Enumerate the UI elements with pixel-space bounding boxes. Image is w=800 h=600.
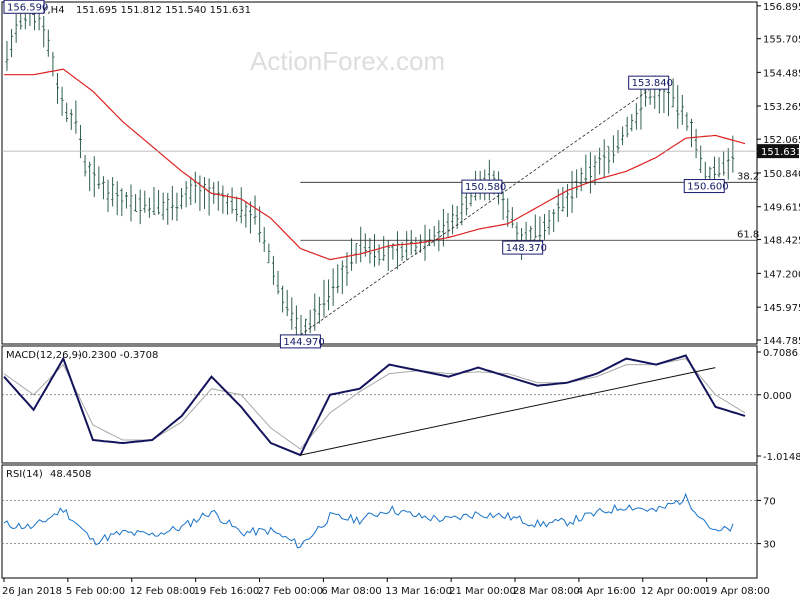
- price-annotation-box: [502, 240, 544, 255]
- price-tick-label: 155.705: [763, 35, 800, 46]
- price-annotation-box: [3, 0, 45, 14]
- rsi-tick-label: 70: [763, 496, 776, 507]
- macd-signal-line: [3, 358, 746, 450]
- price-tick-label: 154.485: [763, 68, 800, 79]
- moving-average-line: [4, 68, 746, 261]
- macd-tick-label: -1.0148: [763, 452, 800, 463]
- price-annotation-label: 150.580: [465, 182, 506, 193]
- price-tick-label: 152.065: [763, 135, 800, 146]
- macd-title: MACD(12,26,9): [6, 350, 82, 361]
- x-tick-label: 28 Mar 08:00: [513, 586, 580, 597]
- fib-level-label: 61.8: [737, 229, 759, 240]
- x-tick-label: 5 Feb 00:00: [66, 586, 125, 597]
- rsi-tick-label: 30: [763, 540, 776, 551]
- current-price-box: [757, 144, 799, 159]
- price-annotation-box: [279, 334, 321, 349]
- price-annotation-box: [683, 179, 725, 194]
- price-tick-label: 147.200: [763, 269, 800, 280]
- price-annotation-box: [461, 179, 503, 194]
- current-price-label: 151.631: [761, 147, 800, 158]
- rsi-title: RSI(14): [6, 469, 43, 480]
- x-tick-label: 27 Feb 00:00: [258, 586, 324, 597]
- price-tick-label: 144.785: [763, 336, 800, 347]
- rsi-line: [3, 492, 734, 549]
- x-tick-label: 21 Mar 00:00: [449, 586, 516, 597]
- x-tick-label: 19 Feb 16:00: [194, 586, 260, 597]
- rsi-header: RSI(14) 48.4508: [6, 469, 91, 480]
- macd-tick-label: 0.7086: [763, 348, 798, 359]
- rsi-series: [2, 492, 757, 549]
- macd-line: [3, 354, 746, 457]
- x-tick-label: 19 Apr 08:00: [705, 586, 770, 597]
- macd-trendline: [300, 367, 716, 456]
- price-tick-label: 156.895: [763, 2, 800, 13]
- price-annotation-label: 156.590: [7, 2, 48, 13]
- price-tick-label: 145.975: [763, 303, 800, 314]
- price-tick-label: 148.425: [763, 236, 800, 247]
- x-tick-label: 26 Jan 2018: [2, 586, 62, 597]
- macd-tick-label: 0.000: [763, 391, 792, 402]
- price-tick-label: 149.615: [763, 203, 800, 214]
- price-annotation-label: 153.840: [632, 78, 673, 89]
- macd-header: MACD(12,26,9) -0.2300 -0.3708: [6, 350, 158, 361]
- price-annotation-box: [628, 75, 670, 90]
- x-tick-label: 4 Apr 16:00: [577, 586, 636, 597]
- price-tick-label: 150.840: [763, 169, 800, 180]
- rsi-value: 48.4508: [50, 469, 91, 480]
- price-tick-label: 153.265: [763, 102, 800, 113]
- macd-values: -0.2300 -0.3708: [78, 350, 158, 361]
- macd-series: [2, 354, 757, 457]
- price-annotation-label: 148.370: [506, 243, 547, 254]
- price-annotation-label: 144.970: [283, 337, 324, 348]
- watermark: ActionForex.com: [250, 46, 445, 76]
- fib-level-label: 38.2: [737, 171, 759, 182]
- x-tick-label: 12 Feb 08:00: [130, 586, 196, 597]
- rsi-panel: [1, 464, 758, 579]
- x-tick-label: 6 Mar 08:00: [321, 586, 381, 597]
- x-tick-label: 13 Mar 16:00: [385, 586, 452, 597]
- ohlc-values: 151.695 151.812 151.540 151.631: [76, 5, 251, 16]
- price-trendline: [300, 89, 649, 336]
- price-series: 38.2 61.8 156.590 144.970 150.580 148.370 153.…: [2, 0, 759, 349]
- macd-panel: [1, 345, 758, 464]
- price-annotation-label: 150.600: [687, 182, 728, 193]
- x-tick-label: 12 Apr 00:00: [641, 586, 706, 597]
